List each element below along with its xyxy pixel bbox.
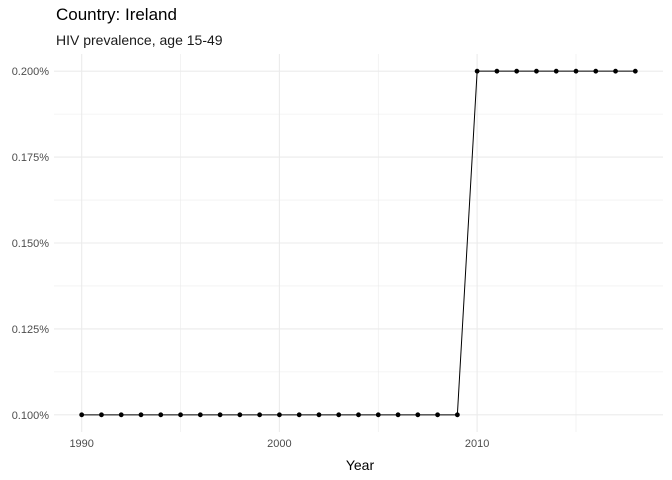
data-point	[197, 412, 203, 418]
y-tick-label: 0.200%	[12, 66, 50, 78]
data-point	[158, 412, 164, 418]
chart-title: Country: Ireland	[56, 5, 177, 24]
data-point	[217, 412, 223, 418]
x-tick-label: 1990	[69, 438, 93, 450]
data-point	[178, 412, 183, 418]
x-tick-label: 2000	[267, 438, 291, 450]
point-layer	[79, 68, 638, 418]
data-point	[99, 412, 104, 418]
data-point	[415, 412, 421, 418]
data-point	[613, 68, 618, 74]
y-tick-label: 0.100%	[12, 410, 50, 422]
data-point	[375, 412, 381, 418]
data-point	[435, 412, 440, 418]
x-axis-title: Year	[346, 457, 375, 473]
data-point	[593, 68, 599, 74]
data-point	[79, 412, 85, 418]
grid-layer	[54, 54, 663, 432]
data-point	[514, 68, 520, 74]
data-point	[296, 412, 302, 418]
data-point	[395, 412, 401, 418]
data-point	[474, 68, 480, 74]
y-tick-label: 0.125%	[12, 324, 50, 336]
tick-label-layer: 0.100% 0.125% 0.150% 0.175% 0.200% 1990 2000 20…	[12, 66, 490, 450]
data-point	[257, 412, 263, 418]
data-point	[553, 68, 559, 74]
data-point	[454, 412, 460, 418]
data-point	[573, 68, 579, 74]
data-point	[138, 412, 144, 418]
data-point	[237, 412, 243, 418]
data-point	[118, 412, 124, 418]
y-tick-label: 0.175%	[12, 152, 50, 164]
data-point	[534, 68, 539, 74]
data-point	[277, 412, 282, 418]
chart-subtitle: HIV prevalence, age 15-49	[56, 32, 223, 48]
y-tick-label: 0.150%	[12, 238, 50, 250]
data-point	[336, 412, 342, 418]
data-point	[316, 412, 322, 418]
data-point	[632, 68, 638, 74]
x-tick-label: 2010	[465, 438, 489, 450]
data-point	[356, 412, 361, 418]
data-point	[494, 68, 500, 74]
